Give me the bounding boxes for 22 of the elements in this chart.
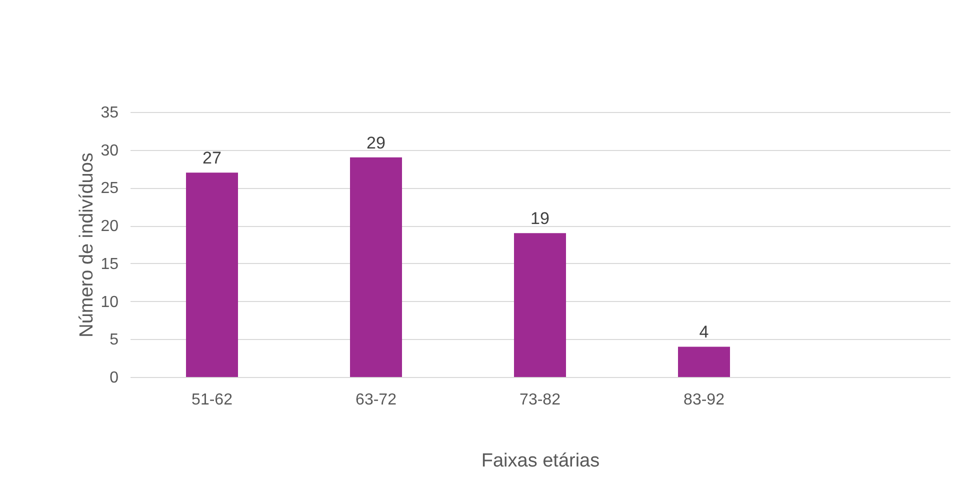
y-tick-label: 20 — [100, 218, 119, 236]
y-tick-label: 25 — [100, 180, 119, 198]
x-tick-label: 73-82 — [520, 392, 561, 408]
y-axis-title: Número de indivíduos — [76, 152, 98, 338]
y-tick-label: 10 — [100, 294, 119, 311]
y-tick-label: 5 — [110, 332, 119, 349]
y-tick-label: 35 — [100, 104, 119, 122]
data-label: 29 — [366, 133, 386, 152]
y-tick-label: 15 — [100, 256, 119, 273]
x-tick-label: 51-62 — [192, 392, 233, 408]
data-label: 27 — [202, 148, 222, 168]
data-label: 4 — [699, 322, 709, 342]
bar — [514, 233, 566, 377]
data-label: 19 — [530, 209, 550, 228]
bar — [350, 157, 402, 377]
y-tick-label: 0 — [110, 370, 119, 386]
x-tick-label: 83-92 — [684, 392, 725, 408]
x-tick-label: 63-72 — [356, 392, 397, 408]
y-tick-label: 30 — [100, 142, 119, 160]
x-axis-title: Faixas etárias — [481, 450, 600, 472]
bar — [678, 346, 730, 377]
bar — [186, 172, 238, 377]
